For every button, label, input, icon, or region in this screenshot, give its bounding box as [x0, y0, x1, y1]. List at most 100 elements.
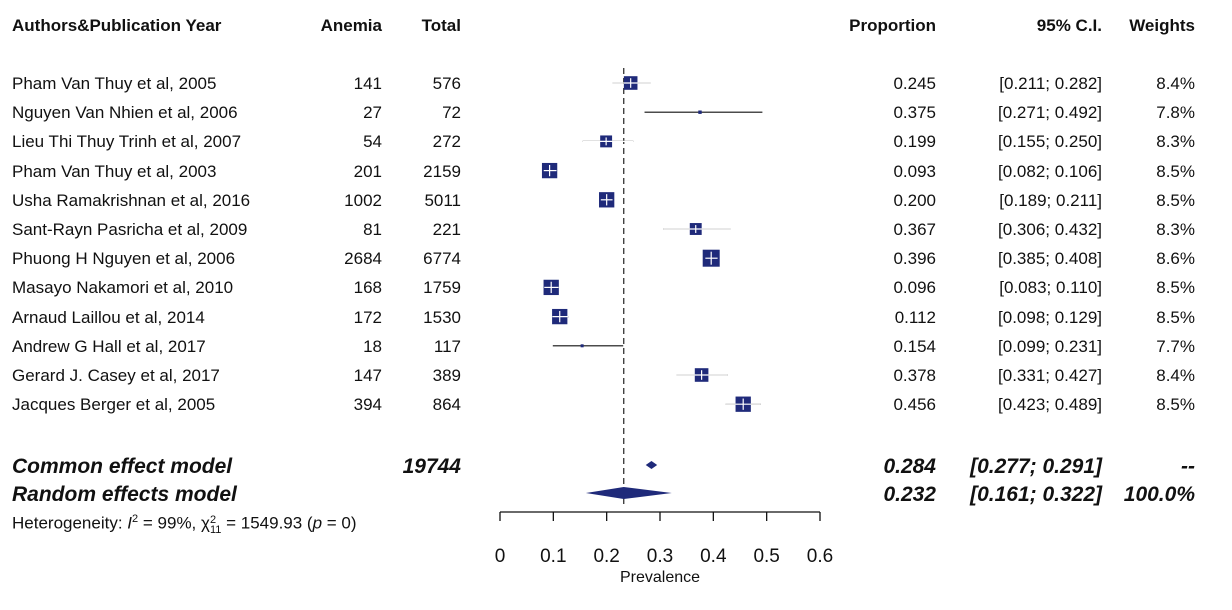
- study-name: Andrew G Hall et al, 2017: [12, 337, 206, 356]
- random-effects-diamond: [585, 487, 672, 499]
- study-weight: 8.5%: [1156, 308, 1195, 327]
- random-model-ci: [0.161; 0.322]: [970, 483, 1102, 506]
- study-proportion: 0.245: [893, 74, 936, 93]
- header-proportion: Proportion: [849, 16, 936, 35]
- study-name: Sant-Rayn Pasricha et al, 2009: [12, 220, 248, 239]
- study-proportion: 0.093: [893, 162, 936, 181]
- study-ci: [0.083; 0.110]: [999, 278, 1102, 297]
- study-weight: 8.6%: [1156, 249, 1195, 268]
- x-axis-label: Prevalence: [620, 569, 700, 586]
- study-proportion: 0.199: [893, 132, 936, 151]
- study-anemia: 141: [353, 74, 382, 93]
- study-proportion: 0.396: [893, 249, 936, 268]
- study-proportion: 0.378: [893, 366, 936, 385]
- x-tick-label: 0: [495, 546, 506, 567]
- x-tick-label: 0.4: [700, 546, 727, 567]
- study-name: Pham Van Thuy et al, 2003: [12, 162, 217, 181]
- study-ci: [0.423; 0.489]: [998, 395, 1102, 414]
- study-total: 6774: [423, 249, 461, 268]
- study-ci: [0.331; 0.427]: [998, 366, 1102, 385]
- study-proportion: 0.456: [893, 395, 936, 414]
- study-total: 272: [432, 132, 461, 151]
- study-total: 389: [432, 366, 461, 385]
- study-ci: [0.099; 0.231]: [998, 337, 1102, 356]
- random-model-proportion: 0.232: [883, 483, 936, 506]
- study-weight: 8.5%: [1156, 191, 1195, 210]
- x-tick-label: 0.6: [807, 546, 833, 567]
- study-weight: 8.3%: [1156, 132, 1195, 151]
- x-tick-label: 0.1: [540, 546, 566, 567]
- study-proportion: 0.112: [894, 308, 936, 327]
- study-weight: 8.3%: [1156, 220, 1195, 239]
- common-model-ci: [0.277; 0.291]: [970, 455, 1102, 478]
- common-model-proportion: 0.284: [883, 455, 936, 478]
- heterogeneity-text: Heterogeneity: I2 = 99%, χ 2 11 = 1549.93 …: [12, 513, 357, 536]
- study-anemia: 81: [363, 220, 382, 239]
- study-anemia: 172: [353, 308, 382, 327]
- common-effect-diamond: [645, 461, 658, 469]
- study-total: 864: [432, 395, 461, 414]
- study-ci: [0.306; 0.432]: [998, 220, 1102, 239]
- header-total: Total: [421, 16, 461, 35]
- point-marker: [698, 110, 702, 114]
- study-anemia: 27: [363, 103, 382, 122]
- study-name: Arnaud Laillou et al, 2014: [12, 308, 205, 327]
- random-model-weight: 100.0%: [1123, 483, 1195, 506]
- study-proportion: 0.096: [893, 278, 936, 297]
- study-ci: [0.098; 0.129]: [998, 308, 1102, 327]
- common-model-label: Common effect model: [12, 455, 233, 478]
- study-total: 576: [432, 74, 461, 93]
- study-ci: [0.155; 0.250]: [998, 132, 1102, 151]
- study-total: 5011: [424, 191, 461, 210]
- x-tick-label: 0.5: [753, 546, 779, 567]
- study-name: Nguyen Van Nhien et al, 2006: [12, 103, 238, 122]
- study-anemia: 18: [363, 337, 382, 356]
- study-anemia: 147: [353, 366, 382, 385]
- study-weight: 8.5%: [1156, 162, 1195, 181]
- study-proportion: 0.154: [893, 337, 936, 356]
- study-anemia: 168: [353, 278, 382, 297]
- study-total: 2159: [423, 162, 461, 181]
- common-model-total: 19744: [402, 455, 461, 478]
- study-proportion: 0.375: [893, 103, 936, 122]
- study-weight: 8.4%: [1156, 74, 1195, 93]
- study-name: Jacques Berger et al, 2005: [12, 395, 216, 414]
- x-tick-label: 0.3: [647, 546, 673, 567]
- header-ci: 95% C.I.: [1036, 16, 1102, 35]
- study-name: Pham Van Thuy et al, 2005: [12, 74, 217, 93]
- study-weight: 8.5%: [1156, 395, 1195, 414]
- common-model-weight: --: [1181, 455, 1195, 478]
- study-weight: 7.8%: [1156, 103, 1195, 122]
- study-total: 221: [432, 220, 461, 239]
- header-weights: Weights: [1129, 16, 1195, 35]
- study-anemia: 1002: [344, 191, 382, 210]
- point-marker: [580, 344, 584, 348]
- study-name: Masayo Nakamori et al, 2010: [12, 278, 234, 297]
- study-ci: [0.082; 0.106]: [998, 162, 1102, 181]
- study-total: 1530: [423, 308, 461, 327]
- study-anemia: 2684: [344, 249, 382, 268]
- study-anemia: 201: [353, 162, 382, 181]
- study-ci: [0.385; 0.408]: [998, 249, 1102, 268]
- study-name: Lieu Thi Thuy Trinh et al, 2007: [12, 132, 242, 151]
- study-proportion: 0.367: [893, 220, 936, 239]
- study-weight: 8.4%: [1156, 366, 1195, 385]
- study-name: Usha Ramakrishnan et al, 2016: [12, 191, 251, 210]
- study-anemia: 54: [363, 132, 382, 151]
- study-total: 72: [442, 103, 461, 122]
- study-total: 1759: [423, 278, 461, 297]
- study-name: Phuong H Nguyen et al, 2006: [12, 249, 236, 268]
- study-anemia: 394: [353, 395, 382, 414]
- header-study: Authors&Publication Year: [12, 16, 222, 35]
- x-tick-label: 0.2: [593, 546, 619, 567]
- header-anemia: Anemia: [320, 16, 382, 35]
- study-weight: 7.7%: [1156, 337, 1195, 356]
- study-proportion: 0.200: [893, 191, 936, 210]
- study-ci: [0.211; 0.282]: [999, 74, 1102, 93]
- study-ci: [0.271; 0.492]: [998, 103, 1102, 122]
- random-model-label: Random effects model: [12, 483, 237, 506]
- study-weight: 8.5%: [1156, 278, 1195, 297]
- study-total: 117: [433, 337, 461, 356]
- study-ci: [0.189; 0.211]: [999, 191, 1102, 210]
- study-name: Gerard J. Casey et al, 2017: [12, 366, 220, 385]
